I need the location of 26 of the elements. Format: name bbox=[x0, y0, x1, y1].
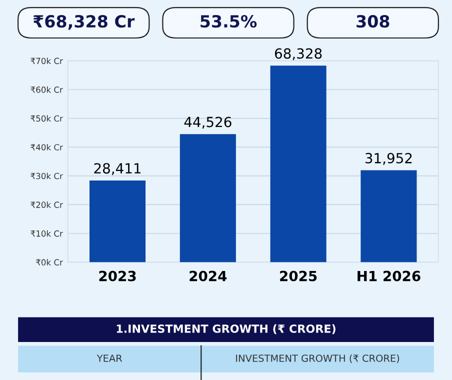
bar bbox=[360, 170, 417, 262]
data-label: 31,952 bbox=[365, 152, 412, 165]
y-tick-label: ₹70k Cr bbox=[30, 58, 63, 64]
y-tick-label: ₹10k Cr bbox=[30, 230, 63, 237]
text: 1.INVESTMENT GROWTH (₹ CRORE) bbox=[116, 324, 336, 334]
y-tick-label: ₹20k Cr bbox=[30, 201, 63, 208]
x-tick-label: 2024 bbox=[190, 270, 227, 282]
text: ₹68,328 Cr bbox=[33, 15, 135, 30]
y-tick-label: ₹40k Cr bbox=[30, 144, 63, 150]
y-tick-label: ₹50k Cr bbox=[30, 115, 63, 122]
data-label: 44,526 bbox=[184, 116, 232, 129]
x-tick-label: 2025 bbox=[280, 270, 317, 282]
text: INVESTMENT GROWTH (₹ CRORE) bbox=[236, 354, 400, 364]
bar bbox=[180, 134, 236, 262]
text: 308 bbox=[356, 15, 390, 28]
y-tick-label: ₹30k Cr bbox=[30, 172, 63, 180]
bar bbox=[270, 66, 326, 262]
text: 53.5% bbox=[200, 15, 257, 28]
text: YEAR bbox=[96, 354, 122, 362]
x-tick-label: 2023 bbox=[99, 270, 136, 282]
y-tick-label: ₹60k Cr bbox=[30, 86, 63, 93]
x-tick-label: H1 2026 bbox=[358, 270, 420, 282]
y-tick-label: ₹0k Cr bbox=[36, 259, 63, 266]
bar bbox=[89, 180, 146, 262]
data-label: 28,411 bbox=[94, 163, 141, 176]
data-label: 68,328 bbox=[274, 48, 322, 60]
